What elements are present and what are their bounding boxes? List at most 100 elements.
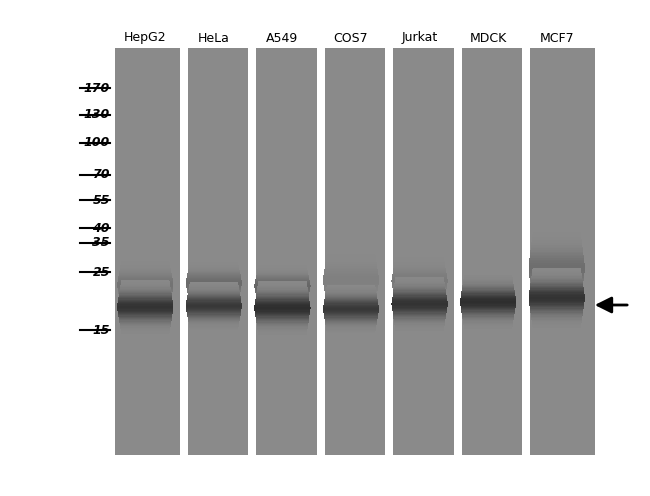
Bar xyxy=(255,280,309,281)
Bar xyxy=(395,324,445,326)
Bar xyxy=(121,306,170,307)
Bar xyxy=(187,298,241,300)
Bar xyxy=(255,290,310,291)
Bar xyxy=(258,304,307,305)
Bar xyxy=(188,323,239,324)
Bar xyxy=(530,309,583,310)
Bar xyxy=(256,296,309,298)
Bar xyxy=(323,279,379,280)
Bar xyxy=(189,300,239,301)
Bar xyxy=(393,290,447,291)
Bar xyxy=(189,266,239,267)
Bar xyxy=(120,289,171,290)
Bar xyxy=(188,289,239,290)
Bar xyxy=(327,332,375,333)
Bar xyxy=(120,298,171,299)
Bar xyxy=(395,262,445,264)
Bar xyxy=(325,295,377,296)
Bar xyxy=(186,303,242,304)
Bar xyxy=(317,48,325,455)
Bar xyxy=(530,253,583,255)
Bar xyxy=(532,242,582,244)
Bar xyxy=(324,315,378,317)
Bar xyxy=(324,271,378,273)
Bar xyxy=(326,292,376,293)
Bar xyxy=(326,325,376,326)
Bar xyxy=(187,287,241,288)
Bar xyxy=(118,301,173,302)
Bar xyxy=(118,313,172,314)
Bar xyxy=(120,323,171,324)
Bar xyxy=(463,282,514,284)
Bar xyxy=(394,265,445,266)
Bar xyxy=(188,319,240,320)
Text: MDCK: MDCK xyxy=(469,32,507,45)
Bar xyxy=(325,266,377,268)
Bar xyxy=(463,284,514,285)
Bar xyxy=(462,292,515,294)
Bar xyxy=(392,307,447,308)
Bar xyxy=(532,326,581,328)
Bar xyxy=(256,275,309,277)
Bar xyxy=(190,302,238,303)
Bar xyxy=(464,276,512,278)
Bar xyxy=(532,302,581,304)
Bar xyxy=(186,280,242,281)
Bar xyxy=(391,280,448,281)
Bar xyxy=(528,299,585,301)
Bar xyxy=(325,297,377,298)
Bar xyxy=(395,278,444,280)
Bar xyxy=(326,259,376,260)
Bar xyxy=(121,282,170,284)
Bar xyxy=(530,286,583,287)
Bar xyxy=(119,274,172,275)
Bar xyxy=(530,286,583,288)
Bar xyxy=(188,294,240,295)
Bar xyxy=(530,284,583,286)
Bar xyxy=(187,289,241,290)
Bar xyxy=(188,293,240,294)
Bar xyxy=(394,296,445,298)
Bar xyxy=(529,261,584,263)
Bar xyxy=(120,326,170,328)
Bar xyxy=(189,299,239,300)
Bar xyxy=(187,311,241,312)
Bar xyxy=(324,284,378,285)
Bar xyxy=(257,301,307,302)
Bar xyxy=(326,301,376,302)
Bar xyxy=(118,315,172,317)
Bar xyxy=(121,331,170,333)
Bar xyxy=(255,278,309,279)
Bar xyxy=(323,310,379,311)
Bar xyxy=(188,292,240,293)
Bar xyxy=(325,264,377,265)
Bar xyxy=(463,324,513,325)
Bar xyxy=(256,321,309,323)
Bar xyxy=(393,272,447,273)
Bar xyxy=(188,288,239,289)
Bar xyxy=(188,268,239,269)
Bar xyxy=(464,327,512,329)
Bar xyxy=(327,331,375,332)
Bar xyxy=(257,292,308,294)
Bar xyxy=(454,48,462,455)
Bar xyxy=(395,328,444,330)
Bar xyxy=(461,297,515,299)
Bar xyxy=(326,326,376,327)
Bar xyxy=(393,274,447,276)
Bar xyxy=(531,245,582,247)
Bar xyxy=(255,279,309,280)
Bar xyxy=(186,307,242,309)
Bar xyxy=(461,306,515,307)
Bar xyxy=(394,287,445,288)
Text: 35: 35 xyxy=(92,237,110,249)
Bar xyxy=(118,288,173,290)
Bar xyxy=(257,273,308,274)
Bar xyxy=(393,291,446,292)
Bar xyxy=(532,321,582,322)
Text: A549: A549 xyxy=(266,32,298,45)
Bar xyxy=(327,286,375,287)
Bar xyxy=(325,296,377,297)
Bar xyxy=(326,257,376,258)
Bar xyxy=(462,310,515,312)
